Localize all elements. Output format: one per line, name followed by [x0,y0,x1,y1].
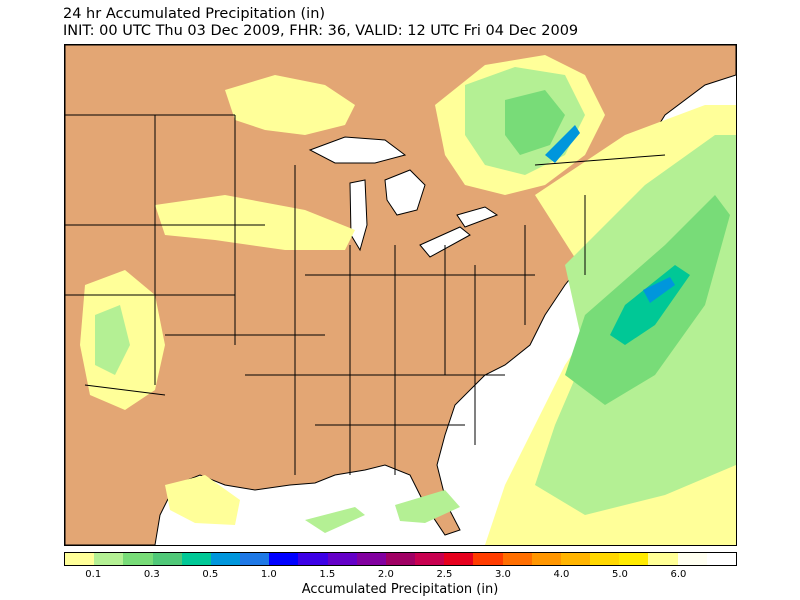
colorbar-swatch [65,553,95,565]
colorbar-tick-label: 0.1 [85,569,102,580]
colorbar-tick-label: 1.5 [319,569,336,580]
colorbar-swatch [210,553,241,565]
colorbar-tick-label: 2.5 [436,569,453,580]
colorbar-swatch [677,553,707,565]
precipitation-map [64,44,737,546]
colorbar-swatch [181,553,211,565]
colorbar-tick-label: 0.3 [143,569,160,580]
colorbar-tick-label: 4.0 [553,569,570,580]
colorbar-swatch [590,553,620,565]
colorbar-swatch [385,553,416,565]
colorbar-tick-label: 1.0 [260,569,277,580]
colorbar-tick-label: 5.0 [612,569,628,580]
colorbar-swatch [94,553,124,565]
colorbar-swatch [473,553,503,565]
colorbar-swatch [531,553,561,565]
colorbar-swatch [648,553,678,565]
colorbar-tick-label: 2.0 [377,569,394,580]
colorbar-label: Accumulated Precipitation (in) [301,582,499,597]
colorbar-tick-label: 3.0 [494,569,511,580]
colorbar-swatch [415,553,445,565]
colorbar-swatch [327,553,357,565]
chart-subtitle: INIT: 00 UTC Thu 03 Dec 2009, FHR: 36, V… [63,23,579,39]
great-lakes [308,136,499,258]
colorbar-swatch [619,553,649,565]
colorbar-tick-label: 0.5 [202,569,219,580]
state-boundaries [65,114,666,475]
colorbar-swatch [152,553,182,565]
colorbar-tick-label: 6.0 [670,569,687,580]
precip-shading [80,55,736,545]
colorbar-swatch [240,553,270,565]
colorbar-swatch [298,553,328,565]
colorbar-swatch [269,553,299,565]
colorbar-swatch [706,553,736,565]
colorbar-swatch [356,553,386,565]
colorbar [64,552,737,566]
colorbar-swatch [123,553,153,565]
colorbar-swatch [444,553,474,565]
colorbar-swatch [560,553,591,565]
chart-title: 24 hr Accumulated Precipitation (in) [63,6,326,22]
colorbar-swatch [502,553,532,565]
